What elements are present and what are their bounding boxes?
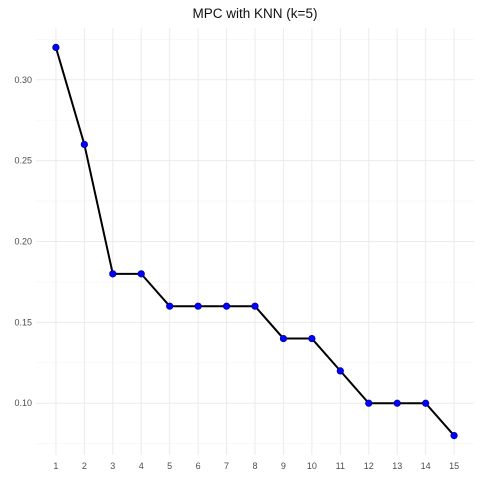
data-point — [109, 270, 117, 278]
series-layer — [52, 43, 458, 440]
x-tick-label: 5 — [167, 461, 172, 471]
y-tick-label: 0.10 — [14, 398, 32, 408]
x-axis-ticks: 1 2 3 4 5 6 7 8 9 10 11 12 13 14 15 — [53, 461, 459, 471]
chart-title: MPC with KNN (k=5) — [193, 6, 318, 21]
data-point — [222, 302, 231, 310]
x-tick-label: 14 — [421, 461, 431, 471]
data-point — [279, 334, 288, 343]
data-point — [393, 399, 401, 407]
x-tick-label: 12 — [364, 461, 374, 471]
data-point — [308, 334, 316, 343]
x-tick-label: 9 — [281, 461, 286, 471]
y-tick-label: 0.30 — [14, 75, 32, 85]
data-point — [251, 302, 259, 310]
y-tick-label: 0.15 — [14, 317, 32, 327]
data-point — [80, 140, 88, 149]
x-tick-label: 4 — [139, 461, 144, 471]
data-point — [137, 270, 145, 278]
x-tick-label: 7 — [224, 461, 229, 471]
x-tick-label: 1 — [53, 461, 58, 471]
grid — [36, 28, 474, 455]
y-tick-label: 0.25 — [14, 156, 32, 166]
x-tick-label: 15 — [449, 461, 459, 471]
x-tick-label: 10 — [307, 461, 317, 471]
data-point — [422, 399, 430, 407]
x-tick-label: 6 — [196, 461, 201, 471]
x-tick-label: 3 — [110, 461, 115, 471]
y-axis-ticks: 0.10 0.15 0.20 0.25 0.30 — [14, 75, 32, 408]
data-point — [52, 43, 60, 52]
x-tick-label: 13 — [392, 461, 402, 471]
data-point — [450, 431, 458, 440]
y-tick-label: 0.20 — [14, 237, 32, 247]
x-tick-label: 8 — [252, 461, 257, 471]
data-point — [194, 302, 202, 310]
x-tick-label: 2 — [82, 461, 87, 471]
x-tick-label: 11 — [336, 461, 345, 471]
data-point — [365, 399, 373, 407]
data-point — [336, 367, 344, 375]
data-point — [166, 302, 174, 310]
